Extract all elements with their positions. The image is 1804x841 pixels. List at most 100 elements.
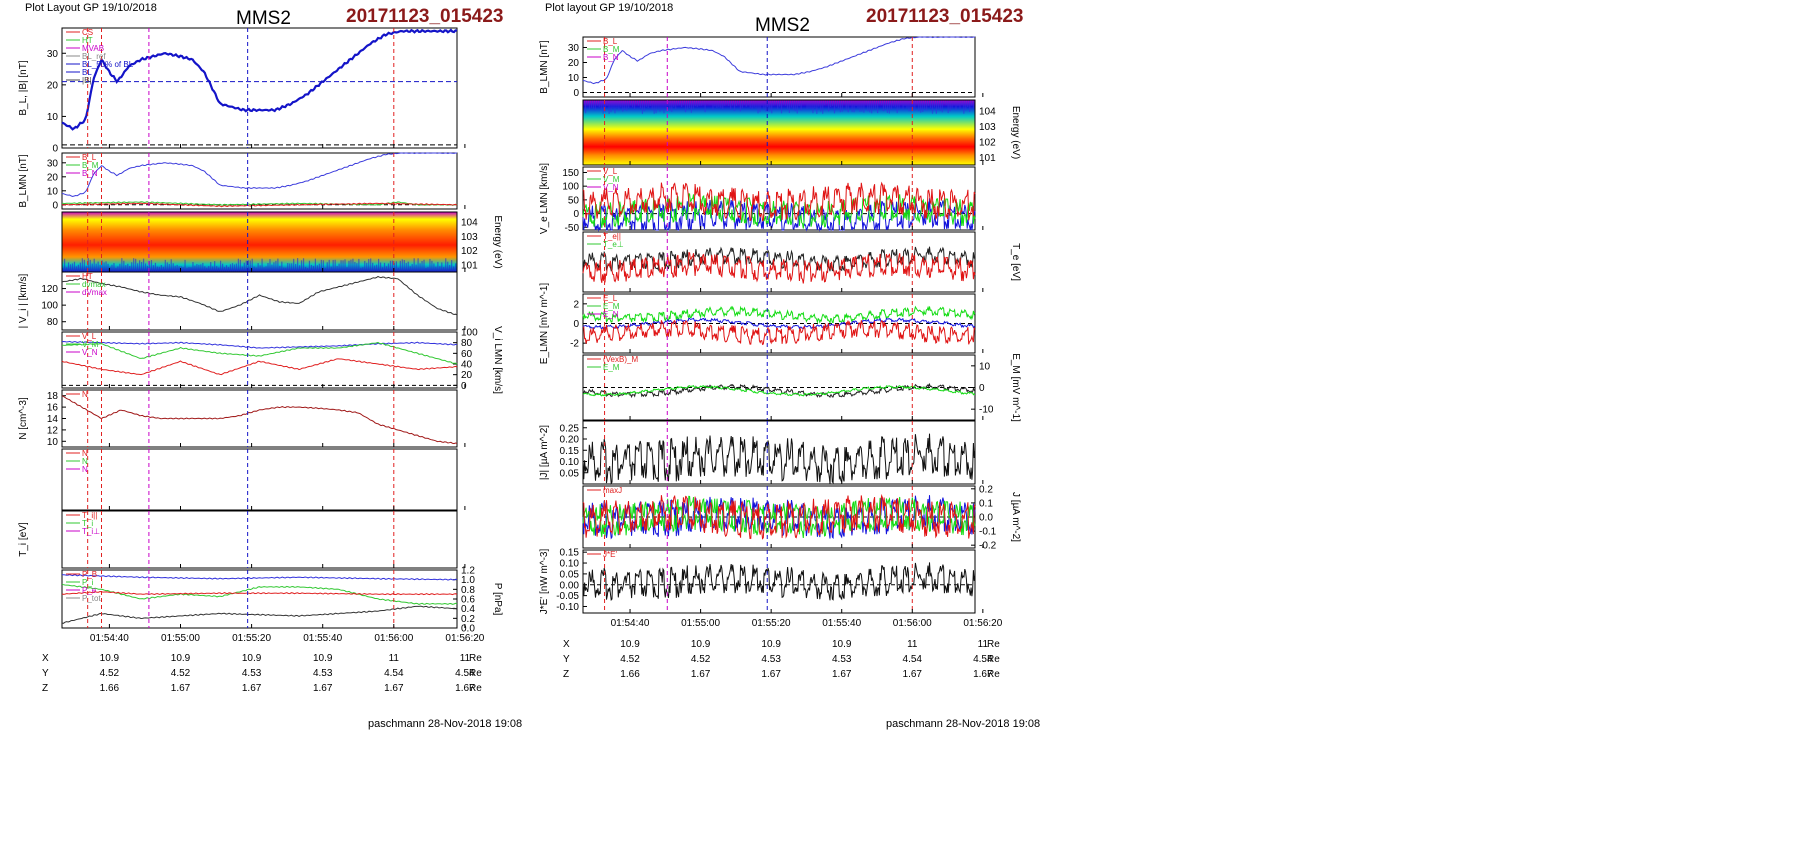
heatmap-streak — [158, 266, 160, 272]
heatmap-streak — [653, 100, 655, 114]
series-noise — [582, 562, 976, 602]
heatmap-streak — [214, 261, 216, 272]
heatmap-streak — [174, 265, 176, 272]
series-noise — [582, 252, 976, 284]
heatmap-streak — [675, 100, 677, 110]
heatmap-streak — [401, 259, 403, 272]
series-vl — [61, 340, 458, 349]
heatmap-streak — [763, 100, 765, 110]
heatmap-streak — [255, 267, 257, 272]
legend-label: (VexB)_M — [603, 355, 638, 364]
y-axis-label: E_M [mV m^-1] — [1010, 353, 1021, 422]
heatmap-streak — [861, 100, 863, 112]
heatmap-streak — [417, 258, 419, 272]
legend-label: HT — [82, 272, 93, 281]
heatmap-streak — [641, 100, 643, 114]
coord-unit: Re — [987, 669, 1000, 680]
heatmap-streak — [283, 267, 285, 272]
series-bn — [61, 202, 458, 208]
heatmap-streak — [273, 262, 275, 272]
heatmap-streak — [346, 267, 348, 272]
heatmap-streak — [109, 266, 111, 272]
heatmap-streak — [612, 100, 614, 109]
heatmap-streak — [843, 100, 845, 105]
heatmap-streak — [150, 260, 153, 272]
heatmap-streak — [63, 258, 66, 272]
heatmap-streak — [953, 100, 955, 106]
legend-label: dVmax — [82, 288, 107, 297]
legend-label: HT — [82, 36, 93, 45]
heatmap-streak — [75, 266, 78, 272]
heatmap-streak — [918, 100, 920, 112]
heatmap-streak — [312, 265, 315, 272]
heatmap-streak — [639, 100, 642, 109]
heatmap-streak — [295, 263, 297, 272]
heatmap-streak — [865, 100, 867, 105]
heatmap-streak — [85, 266, 87, 272]
heatmap-streak — [111, 264, 113, 272]
heatmap-streak — [117, 266, 119, 272]
legend-label: J*E' — [603, 550, 617, 559]
heatmap-streak — [655, 100, 657, 114]
heatmap-streak — [166, 262, 168, 272]
heatmap-streak — [829, 100, 832, 108]
heatmap-streak — [684, 100, 687, 113]
heatmap-streak — [716, 100, 718, 108]
panel-frame — [61, 27, 458, 149]
y-axis-label: B_LMN [nT] — [18, 154, 29, 208]
y-tick-label: 10 — [47, 112, 59, 123]
y-tick-label: -0.1 — [979, 527, 997, 538]
heatmap-streak — [702, 100, 704, 105]
y-tick-label: -2 — [570, 339, 579, 350]
panel-L7 — [61, 448, 466, 511]
heatmap-streak — [790, 100, 792, 108]
heatmap-streak — [91, 263, 93, 272]
y-tick-label: -50 — [565, 223, 580, 234]
heatmap-streak — [728, 100, 730, 106]
heatmap-streak — [318, 263, 320, 272]
series-noise — [582, 319, 976, 346]
legend-label: E_L — [603, 294, 618, 303]
heatmap-streak — [859, 100, 861, 112]
y-tick-label: 20 — [568, 58, 580, 69]
heatmap-streak — [389, 260, 392, 272]
heatmap-streak — [669, 100, 671, 111]
heatmap-field — [583, 100, 975, 165]
heatmap-streak — [237, 258, 239, 272]
y-tick-label: 100 — [461, 328, 478, 339]
y-tick-label: 20 — [461, 370, 473, 381]
coord-value: 1.67 — [242, 683, 262, 694]
heatmap-streak — [804, 100, 806, 105]
heatmap-streak — [780, 100, 783, 114]
heatmap-streak — [127, 263, 129, 272]
y-axis-label: B_LMN [nT] — [539, 40, 550, 94]
heatmap-streak — [698, 100, 700, 106]
legend-label: E_M — [603, 302, 620, 311]
heatmap-streak — [83, 259, 85, 272]
heatmap-streak — [330, 266, 332, 272]
heatmap-streak — [857, 100, 859, 109]
heatmap-streak — [103, 262, 105, 272]
heatmap-streak — [399, 260, 401, 272]
heatmap-streak — [148, 261, 151, 272]
panel-L9 — [61, 569, 466, 629]
heatmap-streak — [372, 262, 374, 272]
heatmap-streak — [686, 100, 689, 110]
heatmap-streak — [628, 100, 630, 109]
heatmap-streak — [808, 100, 810, 109]
heatmap-streak — [679, 100, 681, 106]
y-tick-label: 0.15 — [560, 548, 580, 559]
heatmap-streak — [802, 100, 804, 105]
heatmap-streak — [806, 100, 808, 109]
heatmap-streak — [190, 267, 192, 272]
heatmap-streak — [645, 100, 647, 107]
x-tick-label: 01:55:40 — [303, 633, 342, 644]
y-tick-label: 1.0 — [461, 575, 475, 586]
coord-value: 1.67 — [171, 683, 191, 694]
heatmap-streak — [253, 266, 255, 272]
series-noise — [582, 193, 976, 229]
heatmap-streak — [223, 267, 226, 272]
heatmap-streak — [433, 263, 435, 272]
heatmap-streak — [139, 260, 141, 272]
heatmap-streak — [385, 266, 388, 272]
